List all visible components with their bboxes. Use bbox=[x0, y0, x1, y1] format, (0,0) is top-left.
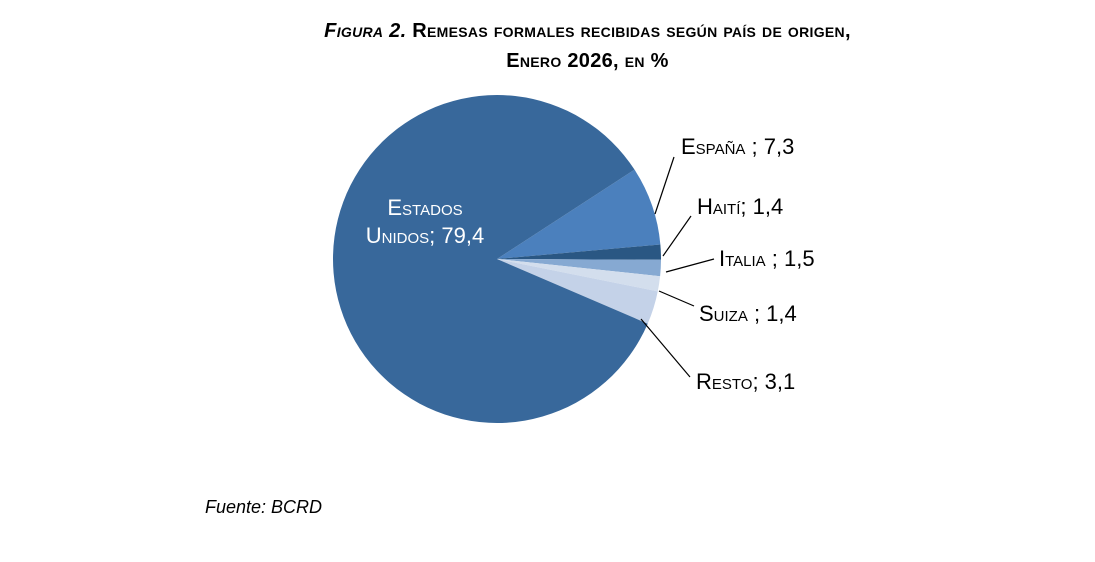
source-note: Fuente: BCRD bbox=[205, 497, 323, 517]
pie-label-resto: Resto; 3,1 bbox=[696, 369, 796, 394]
pie-label-estados-unidos: Estados Unidos; 79,4 bbox=[340, 194, 510, 250]
pie-label-suiza: Suiza ; 1,4 bbox=[699, 301, 797, 326]
leader-line-italia bbox=[665, 258, 715, 273]
pie-slice-suiza bbox=[497, 259, 661, 292]
figure-label: Figura 2. bbox=[324, 20, 407, 42]
pie-slice-italia bbox=[497, 259, 661, 277]
pie-slice-espana bbox=[497, 169, 661, 259]
pie-label-haiti: Haití; 1,4 bbox=[697, 194, 784, 219]
pie-label-estados-unidos-line2: Unidos; 79,4 bbox=[365, 223, 485, 248]
leader-line-espana bbox=[654, 156, 675, 215]
chart-title-line2: Enero 2026, en % bbox=[506, 50, 669, 72]
pie-label-estados-unidos-line1: Estados bbox=[387, 195, 463, 220]
chart-title-line1: Remesas formales recibidas según país de… bbox=[412, 20, 851, 42]
pie-slice-resto bbox=[497, 259, 658, 324]
pie-label-italia: Italia ; 1,5 bbox=[719, 246, 815, 271]
pie-slice-estados-unidos bbox=[332, 94, 648, 423]
pie-label-espana: España ; 7,3 bbox=[681, 134, 795, 159]
pie-slice-haiti bbox=[497, 244, 661, 260]
leader-line-suiza bbox=[658, 290, 695, 307]
chart-title: Figura 2. Remesas formales recibidas seg… bbox=[80, 16, 1095, 76]
leader-line-haiti bbox=[662, 215, 692, 257]
leader-line-resto bbox=[640, 318, 691, 378]
